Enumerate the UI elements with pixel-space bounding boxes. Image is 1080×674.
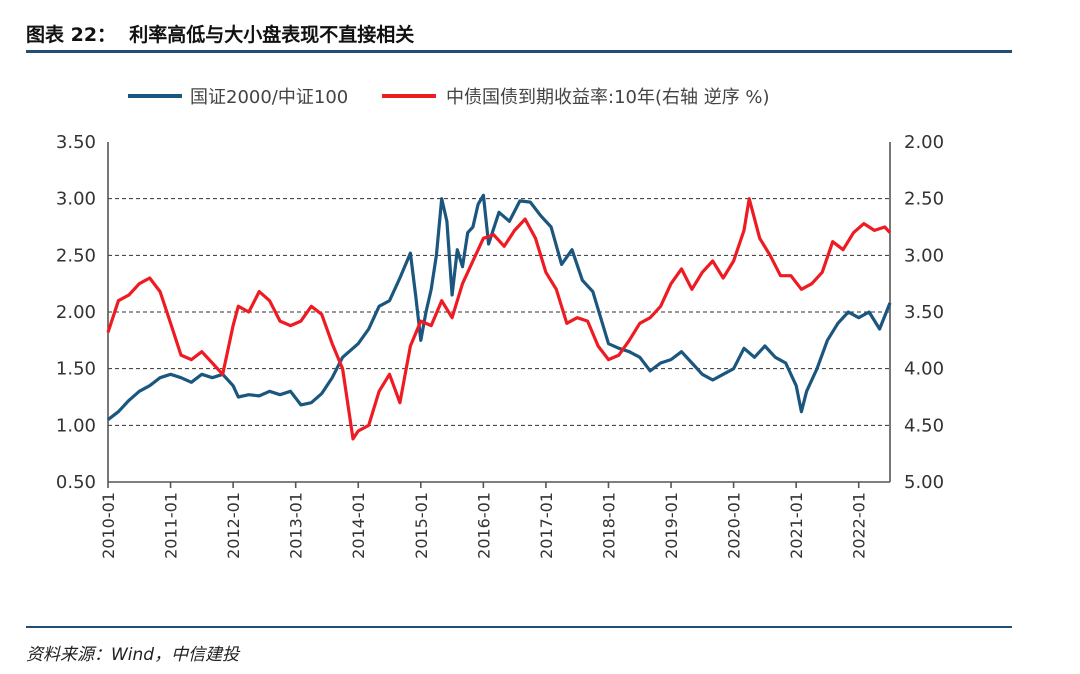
y-left-tick-label: 3.50 xyxy=(56,132,96,153)
axes: 3.50 3.00 2.50 2.00 1.50 1.00 0.50 2.00 2.50 3.00… xyxy=(56,132,944,559)
series-line-2 xyxy=(106,197,892,441)
series-line-1 xyxy=(107,193,892,421)
x-tick-label: 2016-01 xyxy=(474,492,493,559)
x-tick-label: 2010-01 xyxy=(99,492,118,559)
x-tick-label: 2014-01 xyxy=(349,492,368,559)
x-tick-label: 2021-01 xyxy=(787,492,806,559)
y-right-tick-label: 3.50 xyxy=(904,302,944,323)
figure-title: 图表 22： 利率高低与大小盘表现不直接相关 xyxy=(26,24,415,46)
y-right-tick-label: 4.00 xyxy=(904,359,944,380)
y-left-tick-label: 2.00 xyxy=(56,302,96,323)
y-right-tick-label: 5.00 xyxy=(904,472,944,493)
x-tick-label: 2018-01 xyxy=(599,492,618,559)
x-tick-label: 2011-01 xyxy=(162,492,181,559)
source-note: 资料来源：Wind，中信建投 xyxy=(26,645,240,665)
x-tick-label: 2017-01 xyxy=(537,492,556,559)
y-right-tick-label: 2.50 xyxy=(904,189,944,210)
chart: 国证2000/中证100 中债国债到期收益率:10年(右轴 逆序 %) 3.503… xyxy=(56,87,944,559)
legend: 国证2000/中证100 中债国债到期收益率:10年(右轴 逆序 %) xyxy=(128,87,770,108)
legend-label-2: 中债国债到期收益率:10年(右轴 逆序 %) xyxy=(446,87,770,108)
y-right-tick-label: 3.00 xyxy=(904,245,944,266)
title-rule xyxy=(26,50,1012,53)
y-right-tick-label: 2.00 xyxy=(904,132,944,153)
footer-rule xyxy=(26,626,1012,628)
y-left-tick-label: 1.00 xyxy=(56,415,96,436)
x-tick-label: 2022-01 xyxy=(850,492,869,559)
y-left-tick-label: 3.00 xyxy=(56,189,96,210)
y-right-tick-label: 4.50 xyxy=(904,415,944,436)
grid xyxy=(108,198,890,426)
y-left-tick-label: 0.50 xyxy=(56,472,96,493)
y-left-tick-label: 2.50 xyxy=(56,245,96,266)
x-tick-label: 2015-01 xyxy=(412,492,431,559)
x-tick-label: 2013-01 xyxy=(287,492,306,559)
x-tick-label: 2019-01 xyxy=(662,492,681,559)
series-layer xyxy=(106,193,892,441)
legend-label-1: 国证2000/中证100 xyxy=(190,87,348,108)
x-tick-label: 2020-01 xyxy=(725,492,744,559)
y-left-tick-label: 1.50 xyxy=(56,359,96,380)
x-tick-label: 2012-01 xyxy=(224,492,243,559)
